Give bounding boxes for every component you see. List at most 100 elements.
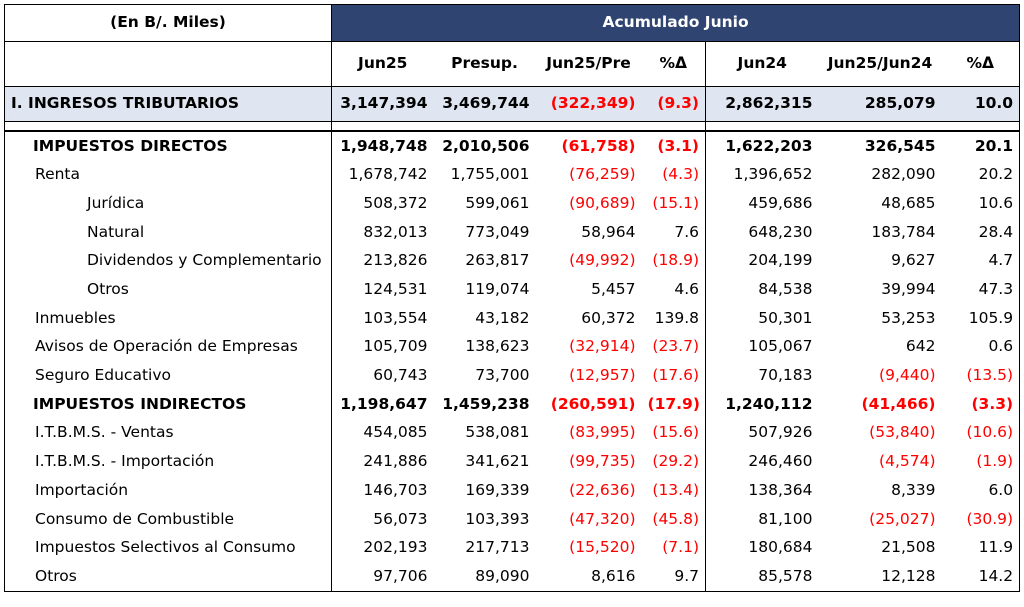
cell: (53,840) <box>869 423 936 442</box>
row-label: Seguro Educativo <box>4 361 332 391</box>
cell: (90,689) <box>569 193 636 212</box>
row-label: Avisos de Operación de Empresas <box>4 332 332 362</box>
cell: (15.1) <box>641 189 706 219</box>
cell: 20.2 <box>941 160 1021 190</box>
cell: (1.9) <box>941 447 1021 477</box>
cell: (17.6) <box>641 361 706 391</box>
cell: 11.9 <box>941 533 1021 563</box>
cell: 60,743 <box>373 366 428 385</box>
cell: 138,364 <box>748 480 813 499</box>
cell: 105.9 <box>941 304 1021 333</box>
cell: (15.6) <box>641 418 706 448</box>
table-row: Otros 97,706 89,090 8,616 9.7 85,578 12,128 14.… <box>4 562 1021 593</box>
cell: 10.6 <box>941 189 1021 219</box>
cell: 1,396,652 <box>733 165 813 184</box>
cell: 246,460 <box>748 452 813 471</box>
cell: 1,755,001 <box>450 165 530 184</box>
row-label: Renta <box>4 160 332 190</box>
cell: 60,372 <box>581 308 636 327</box>
income-table: (En B/. Miles) Acumulado Junio Jun25 Pre… <box>4 4 1021 593</box>
cell: (25,027) <box>869 509 936 528</box>
cell: 1,459,238 <box>442 394 530 413</box>
row-label: Otros <box>4 562 332 593</box>
table-row: Avisos de Operación de Empresas 105,709 13… <box>4 332 1021 362</box>
cell: 1,948,748 <box>331 130 434 161</box>
cell: 85,578 <box>705 562 819 593</box>
row-label: Inmuebles <box>4 304 332 333</box>
cell: 105,067 <box>748 337 813 356</box>
cell: 285,079 <box>818 86 942 122</box>
cell: (17.9) <box>641 390 706 419</box>
row-label: Otros <box>4 275 332 305</box>
cell: 4.7 <box>941 246 1021 276</box>
cell: 7.6 <box>641 218 706 247</box>
cell: 642 <box>905 337 936 356</box>
cell: 8,339 <box>891 480 936 499</box>
cell: 103,393 <box>465 509 530 528</box>
cell: 5,457 <box>591 280 636 299</box>
cell: (61,758) <box>535 130 642 161</box>
table-row: IMPUESTOS DIRECTOS 1,948,748 2,010,506 (61,… <box>4 130 1021 161</box>
header-row: (En B/. Miles) Acumulado Junio <box>4 4 1021 42</box>
table-row: Inmuebles 103,554 43,182 60,372 139.8 50,301 5… <box>4 304 1021 333</box>
table-body: IMPUESTOS DIRECTOS 1,948,748 2,010,506 (61,… <box>4 130 1021 593</box>
cell: 2,862,315 <box>705 86 819 122</box>
table-row: Seguro Educativo 60,743 73,700 (12,957) (17.… <box>4 361 1021 391</box>
cell: 204,199 <box>748 251 813 270</box>
cell: (23.7) <box>641 332 706 362</box>
cell: 1,240,112 <box>725 394 813 413</box>
cell: 56,073 <box>373 509 428 528</box>
cell: (13.5) <box>941 361 1021 391</box>
cell: (4.3) <box>641 160 706 190</box>
cell: (45.8) <box>641 504 706 534</box>
cell: 105,709 <box>363 337 428 356</box>
cell: (322,349) <box>535 86 642 122</box>
cell: 241,886 <box>363 452 428 471</box>
cell: 6.0 <box>941 476 1021 505</box>
cell: 2,010,506 <box>433 130 536 161</box>
table-row: I.T.B.M.S. - Importación 241,886 341,621 (9… <box>4 447 1021 477</box>
cell: (32,914) <box>569 337 636 356</box>
period-label: Acumulado Junio <box>330 4 1021 42</box>
cell: 53,253 <box>881 308 936 327</box>
cell: (260,591) <box>550 394 636 413</box>
cell: 183,784 <box>871 222 936 241</box>
col-header: Jun25/Pre <box>535 41 642 87</box>
cell: (99,735) <box>569 452 636 471</box>
cell: 326,545 <box>818 130 942 161</box>
cell: 3,147,394 <box>331 86 434 122</box>
cell: (9.3) <box>641 86 706 122</box>
cell: 180,684 <box>748 538 813 557</box>
row-label: Impuestos Selectivos al Consumo <box>4 533 332 563</box>
cell: 0.6 <box>941 332 1021 362</box>
table-row: Otros 124,531 119,074 5,457 4.6 84,538 39,994 4… <box>4 275 1021 305</box>
row-label: Consumo de Combustible <box>4 504 332 534</box>
cell: (30.9) <box>941 504 1021 534</box>
col-header: Jun25/Jun24 <box>818 41 942 87</box>
cell: 213,826 <box>363 251 428 270</box>
cell: (76,259) <box>569 165 636 184</box>
cell: 81,100 <box>758 509 813 528</box>
cell: 43,182 <box>475 308 530 327</box>
cell: (22,636) <box>569 480 636 499</box>
cell: (41,466) <box>861 394 936 413</box>
cell: (12,957) <box>569 366 636 385</box>
row-label: IMPUESTOS DIRECTOS <box>4 130 332 161</box>
cell: (7.1) <box>641 533 706 563</box>
cell: 146,703 <box>363 480 428 499</box>
cell: 508,372 <box>363 193 428 212</box>
row-label: Importación <box>4 476 332 505</box>
cell: (18.9) <box>641 246 706 276</box>
cell: 47.3 <box>941 275 1021 305</box>
table-row: Dividendos y Complementario 213,826 263,81… <box>4 246 1021 276</box>
cell: (3.1) <box>641 130 706 161</box>
cell: 263,817 <box>465 251 530 270</box>
row-label: I. INGRESOS TRIBUTARIOS <box>4 86 332 122</box>
cell: 97,706 <box>331 562 434 593</box>
cell: 9,627 <box>891 251 936 270</box>
cell: 538,081 <box>465 423 530 442</box>
cell: 84,538 <box>758 280 813 299</box>
cell: 773,049 <box>465 222 530 241</box>
cell: 139.8 <box>641 304 706 333</box>
cell: (4,574) <box>879 452 936 471</box>
